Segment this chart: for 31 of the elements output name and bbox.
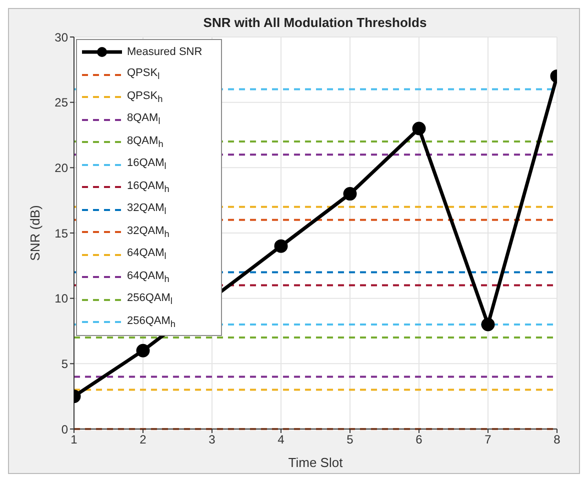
y-tick-label: 25 (54, 96, 68, 110)
x-tick-label: 1 (70, 432, 78, 447)
y-tick-label: 30 (54, 30, 68, 44)
legend-label: 8QAM$_{h}$ (127, 134, 164, 151)
x-tick-label: 4 (278, 432, 285, 447)
y-tick-label: 15 (54, 226, 68, 240)
y-tick-label: 0 (61, 422, 68, 436)
legend-label: 16QAM$_{h}$ (127, 178, 170, 196)
y-tick-label: 10 (54, 292, 68, 306)
y-axis-title: SNR (dB) (28, 205, 43, 261)
x-tick-label: 8 (554, 432, 561, 447)
legend-label: 16QAM$_{l}$ (127, 156, 166, 174)
x-tick-label: 6 (416, 432, 423, 447)
legend-label: 256QAM$_{h}$ (127, 314, 176, 331)
y-tick-label: 5 (61, 356, 68, 371)
legend-label: 256QAM$_{l}$ (127, 291, 172, 308)
legend-label: 64QAM$_{l}$ (127, 246, 166, 264)
x-tick-label: 2 (140, 432, 147, 447)
legend-label: 32QAM$_{h}$ (127, 224, 170, 241)
x-tick-label: 7 (484, 432, 492, 447)
legend-label: QPSK$_{h}$ (127, 88, 163, 106)
legend-label: 32QAM$_{l}$ (127, 201, 166, 218)
legend-label: Measured SNR (127, 45, 202, 60)
y-tick-label: 20 (54, 160, 68, 175)
legend-label: QPSK$_{l}$ (127, 66, 160, 84)
legend-label: 64QAM$_{h}$ (127, 268, 170, 286)
x-axis-title: Time Slot (288, 455, 344, 470)
x-tick-label: 5 (346, 432, 354, 447)
x-tick-label: 3 (208, 432, 216, 447)
legend-label: 8QAM$_{l}$ (127, 111, 160, 128)
chart-title: SNR with All Modulation Thresholds (202, 15, 428, 30)
